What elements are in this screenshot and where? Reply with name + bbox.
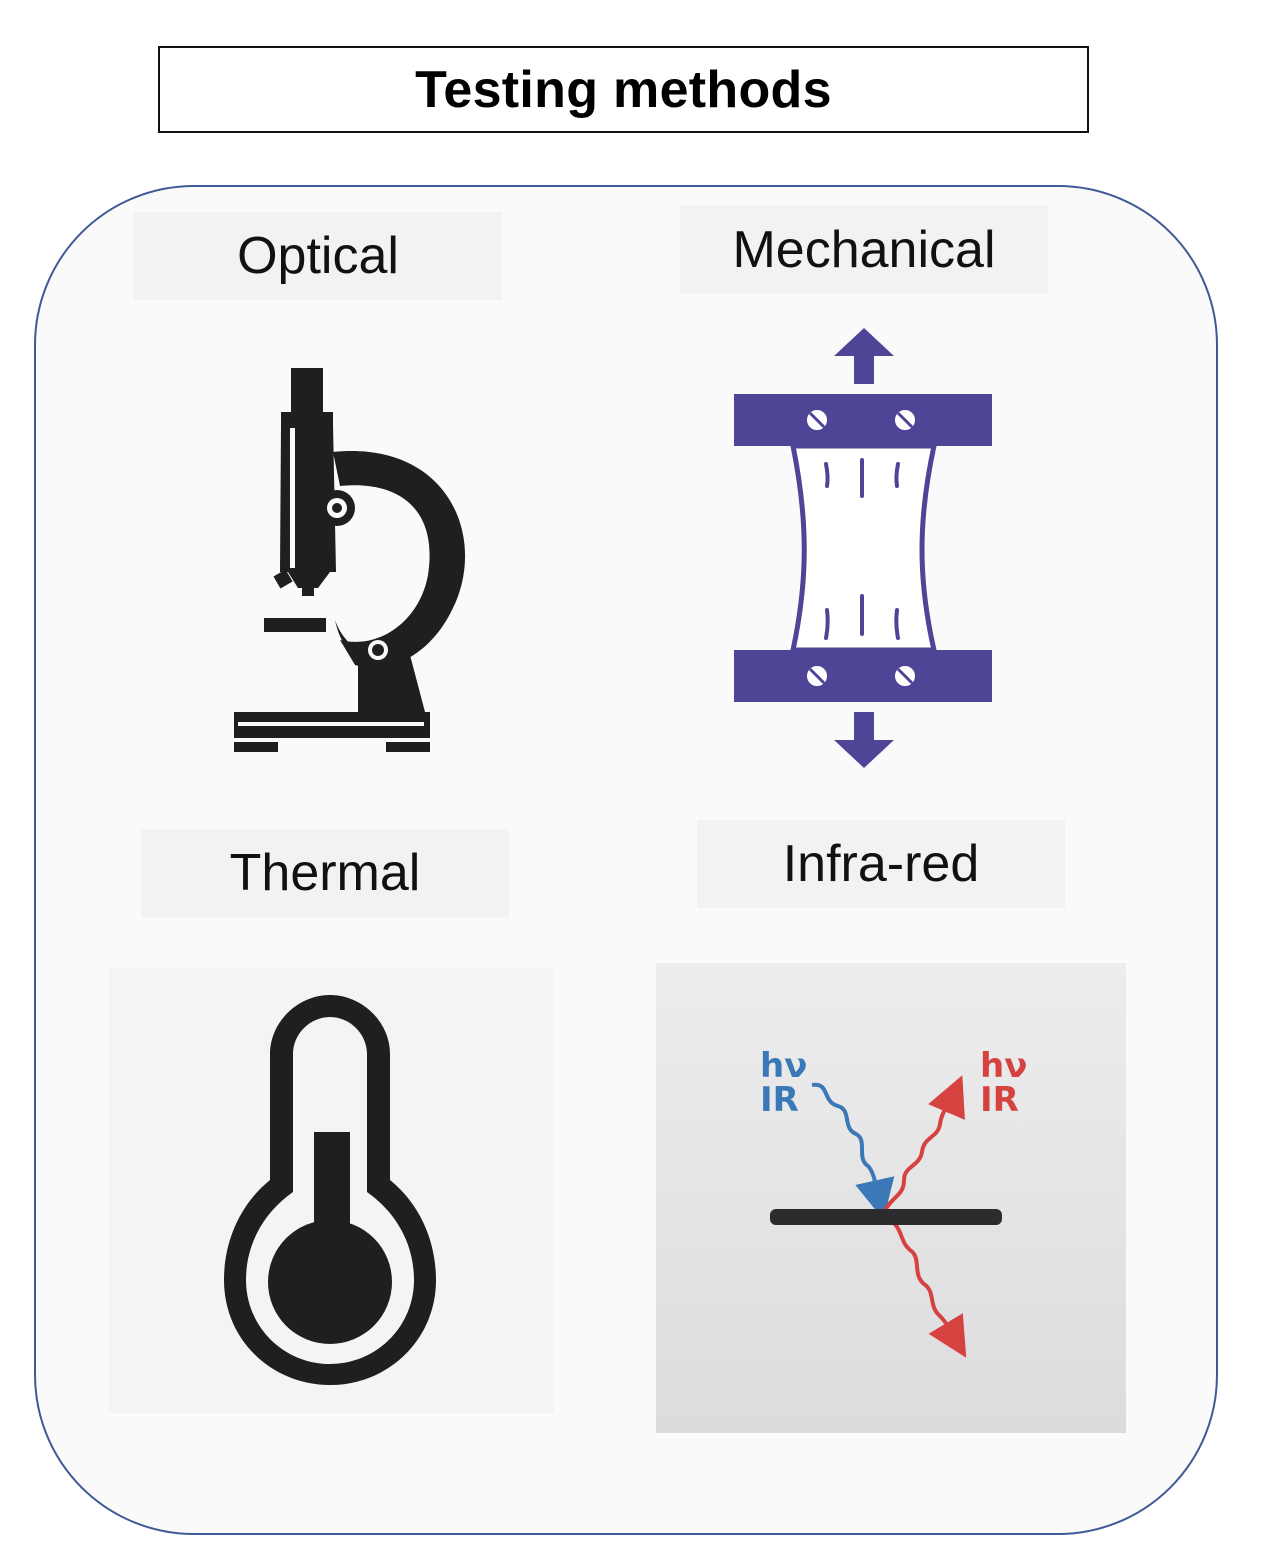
tensile-test-icon: [734, 328, 992, 768]
label-mechanical-text: Mechanical: [732, 221, 996, 279]
thermometer-icon: [224, 995, 436, 1385]
label-optical-text: Optical: [237, 227, 399, 285]
ir-reflected-label: IR: [980, 1080, 1019, 1120]
ir-sample-surface: [770, 1209, 1002, 1225]
label-mechanical: Mechanical: [680, 206, 1048, 294]
label-thermal: Thermal: [141, 829, 509, 917]
label-optical: Optical: [134, 212, 502, 300]
label-infrared: Infra-red: [697, 820, 1065, 908]
ir-incident-wave: [811, 1082, 895, 1220]
microscope-icon: [234, 368, 466, 752]
diagram-title: Testing methods: [415, 60, 832, 119]
label-thermal-text: Thermal: [229, 844, 421, 902]
ir-reflected-wave: [882, 1075, 965, 1213]
ir-transmitted-wave: [883, 1216, 967, 1358]
ir-incident-label: IR: [760, 1080, 799, 1120]
ir-incident-h-nu: hν: [760, 1046, 807, 1086]
title-box: Testing methods: [158, 46, 1089, 133]
infrared-reflection-icon: hν IR hν IR: [760, 1046, 1027, 1358]
ir-reflected-h-nu: hν: [980, 1046, 1027, 1086]
label-infrared-text: Infra-red: [782, 835, 980, 893]
